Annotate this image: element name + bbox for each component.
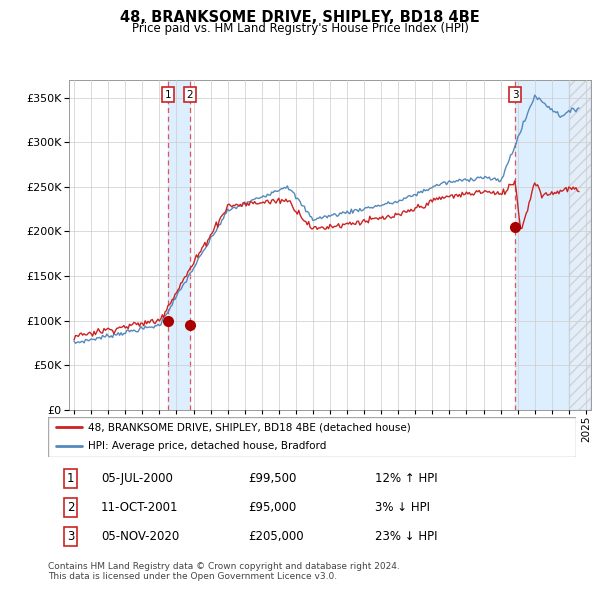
Text: Price paid vs. HM Land Registry's House Price Index (HPI): Price paid vs. HM Land Registry's House …	[131, 22, 469, 35]
Text: 11-OCT-2001: 11-OCT-2001	[101, 501, 178, 514]
Text: 2: 2	[187, 90, 193, 100]
Text: 12% ↑ HPI: 12% ↑ HPI	[376, 472, 438, 485]
Text: 3: 3	[67, 530, 74, 543]
Text: 1: 1	[164, 90, 171, 100]
Bar	[515, 80, 569, 410]
Text: 23% ↓ HPI: 23% ↓ HPI	[376, 530, 438, 543]
Text: £205,000: £205,000	[248, 530, 304, 543]
Text: 2: 2	[67, 501, 74, 514]
Text: 48, BRANKSOME DRIVE, SHIPLEY, BD18 4BE (detached house): 48, BRANKSOME DRIVE, SHIPLEY, BD18 4BE (…	[88, 422, 410, 432]
Bar	[168, 80, 190, 410]
Text: £99,500: £99,500	[248, 472, 297, 485]
Text: HPI: Average price, detached house, Bradford: HPI: Average price, detached house, Brad…	[88, 441, 326, 451]
Bar	[569, 80, 591, 410]
Text: 3: 3	[512, 90, 518, 100]
Text: 3% ↓ HPI: 3% ↓ HPI	[376, 501, 430, 514]
Text: 1: 1	[67, 472, 74, 485]
Text: Contains HM Land Registry data © Crown copyright and database right 2024.
This d: Contains HM Land Registry data © Crown c…	[48, 562, 400, 581]
Text: 05-JUL-2000: 05-JUL-2000	[101, 472, 173, 485]
Text: 05-NOV-2020: 05-NOV-2020	[101, 530, 179, 543]
Text: 48, BRANKSOME DRIVE, SHIPLEY, BD18 4BE: 48, BRANKSOME DRIVE, SHIPLEY, BD18 4BE	[120, 10, 480, 25]
Text: £95,000: £95,000	[248, 501, 297, 514]
